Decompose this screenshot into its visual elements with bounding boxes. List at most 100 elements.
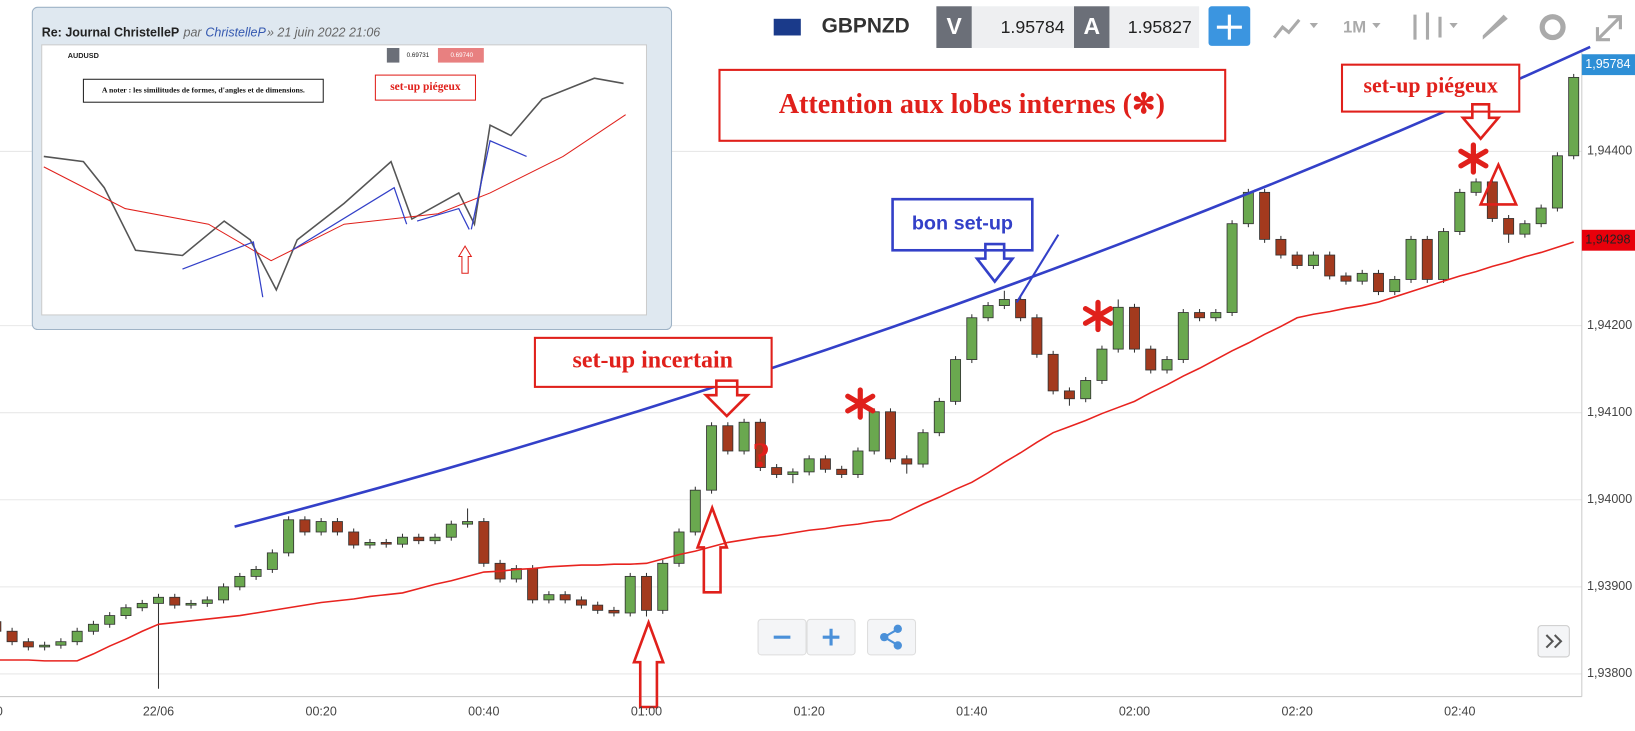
x-tick-label: 00:40 [468,705,499,719]
arrow-up [632,618,666,709]
bid-price[interactable]: 1.95784 [1001,17,1065,37]
x-tick-label: 02:20 [1282,705,1313,719]
candle-body [22,641,34,648]
asterisks [845,142,1489,420]
ma-price-badge [1581,229,1635,251]
candle-body [624,575,636,614]
candle-body [413,536,425,542]
candle-body [1389,279,1401,293]
ask-price[interactable]: 1.95827 [1128,17,1192,37]
x-tick-label: 02:40 [1444,705,1475,719]
candle-body [1356,272,1368,282]
ask-tag-bg[interactable] [1074,6,1110,48]
triangle [1478,161,1519,206]
annotation: set-up incertain [573,347,733,373]
candle-body [1373,272,1384,293]
candle-body [201,599,213,604]
timeframe[interactable]: 1M [1343,18,1366,37]
draw-icon[interactable] [1482,14,1508,40]
candle-body [1307,254,1319,266]
candle-body [1210,312,1222,319]
arrow-down [1460,102,1502,141]
dropdown[interactable] [1309,22,1319,29]
candle-body [689,489,701,533]
candle-body [55,641,67,646]
candle-body [1470,181,1482,193]
candle-body [87,623,99,632]
candle-body [1194,312,1206,319]
bid-tag-bg[interactable] [936,6,972,48]
candle-body [218,586,230,601]
candle-body [1145,348,1157,371]
plot [0,73,1580,689]
candle-body [1535,207,1547,225]
candle-body [1015,299,1027,319]
inset-lines [182,139,527,298]
candle-body [852,450,864,475]
dropdown[interactable] [1372,22,1381,29]
candle-body [836,468,848,475]
inset-ma [43,114,626,262]
candle-body [380,542,392,545]
candles-icon[interactable] [1413,12,1442,40]
candle-body [462,521,474,525]
inset-callout: set-up piégeux [390,81,461,93]
candle-body [722,425,734,452]
candle-body [998,299,1010,306]
x-tick-label: 22/06 [143,705,174,719]
dropdown[interactable] [1449,22,1458,29]
candle-body [738,421,750,452]
fullscreen-icon[interactable] [1595,15,1622,42]
y-tick-label: 1,94000 [1587,492,1632,506]
scroll-icon [1545,634,1563,649]
crosshair-icon [1216,14,1242,40]
y-tick-label: 1,93800 [1587,666,1632,680]
candle-body [169,596,181,606]
settings-icon[interactable] [1539,14,1566,41]
candle-body [1177,312,1189,360]
candle-body [315,521,327,533]
candle-body [868,411,880,452]
bid-tag[interactable]: V [946,13,962,39]
candle-body [510,568,522,580]
share[interactable] [867,618,917,656]
candle-body [1568,76,1580,157]
arrows [632,102,1519,709]
moving-average [0,241,1574,662]
share-dot [880,632,889,642]
annotation-box [718,68,1227,142]
arrow-up [695,504,729,594]
candle-body [331,521,343,533]
candle-body [527,568,539,601]
inset-note-box [82,78,324,103]
bid-bg[interactable] [971,6,1075,48]
annotation-box [533,336,773,388]
inset-ask: 0.69740 [450,52,473,59]
candle-body [266,552,278,570]
candle-body [1405,238,1417,280]
candle-body [885,411,896,460]
trend-line [1015,234,1060,303]
candle-body [283,519,295,554]
candle-body [153,596,164,604]
y-tick-label: 1,94400 [1587,144,1632,158]
arrow-down [974,242,1016,284]
ma-price: 1,94298 [1585,233,1630,247]
inset-symbol: AUDUSD [68,51,99,60]
candle-body [185,602,197,606]
candle-body [1421,238,1433,280]
candle-body [950,359,962,402]
candle-body [136,602,148,609]
share-dot [893,624,902,633]
inset: Re: Journal ChristelleP par ChristelleP … [31,6,673,331]
candle-body [0,621,2,632]
candle-body [1551,155,1563,209]
ask-bg[interactable] [1109,6,1200,48]
chart-type-icon[interactable] [1272,18,1301,39]
candle-body [6,630,18,643]
ask-tag[interactable]: A [1083,13,1100,39]
annotation-box [891,197,1034,252]
candle-body [982,305,994,319]
candle-body [234,575,246,588]
